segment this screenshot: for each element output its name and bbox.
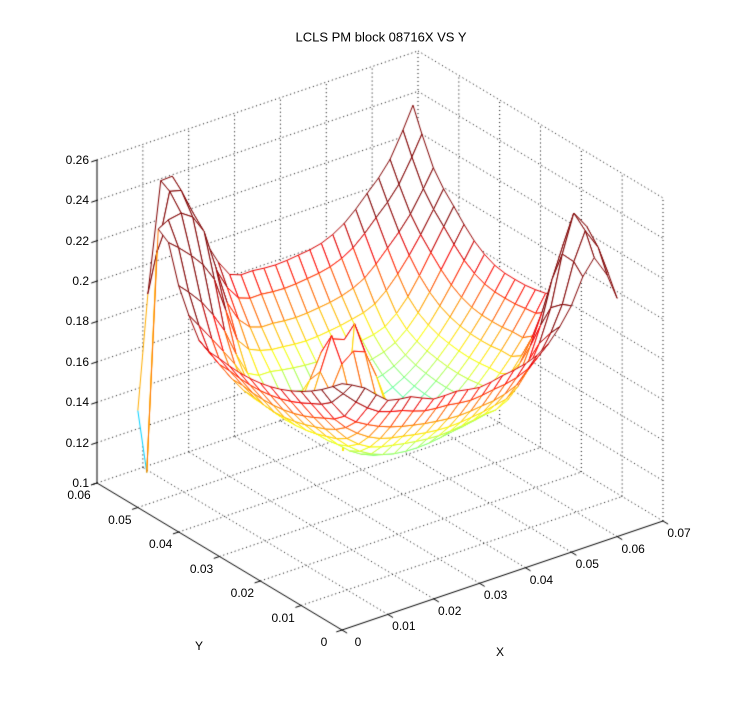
y-tick-label: 0.03 — [189, 561, 214, 576]
x-tick-label: 0 — [354, 635, 362, 649]
x-tick-label: 0.05 — [575, 557, 599, 572]
z-tick-label: 0.2 — [72, 274, 89, 289]
z-tick-label: 0.14 — [65, 395, 89, 410]
z-tick-label: 0.26 — [65, 152, 89, 167]
y-axis-label: Y — [194, 639, 204, 653]
plot-title: LCLS PM block 08716X VS Y — [295, 29, 467, 45]
x-tick-label: 0.03 — [483, 588, 508, 603]
x-tick-label: 0.02 — [438, 603, 462, 618]
x-tick-label: 0.04 — [529, 572, 554, 587]
x-axis-label: X — [495, 645, 505, 659]
y-tick-label: 0.01 — [271, 610, 295, 625]
z-tick-label: 0.12 — [65, 435, 89, 450]
x-tick-label: 0.07 — [667, 526, 691, 540]
y-tick-label: 0.06 — [67, 488, 91, 502]
z-tick-label: 0.1 — [72, 476, 89, 490]
x-tick-label: 0.06 — [621, 541, 645, 556]
z-tick-label: 0.22 — [65, 233, 89, 248]
x-tick-label: 0.01 — [392, 619, 416, 634]
y-tick-label: 0.02 — [230, 586, 255, 600]
y-tick-label: 0 — [320, 635, 328, 649]
y-tick-label: 0.05 — [108, 512, 132, 527]
y-tick-label: 0.04 — [148, 537, 173, 551]
z-tick-label: 0.18 — [65, 314, 89, 329]
z-tick-label: 0.16 — [65, 354, 89, 369]
z-tick-label: 0.24 — [65, 193, 89, 208]
